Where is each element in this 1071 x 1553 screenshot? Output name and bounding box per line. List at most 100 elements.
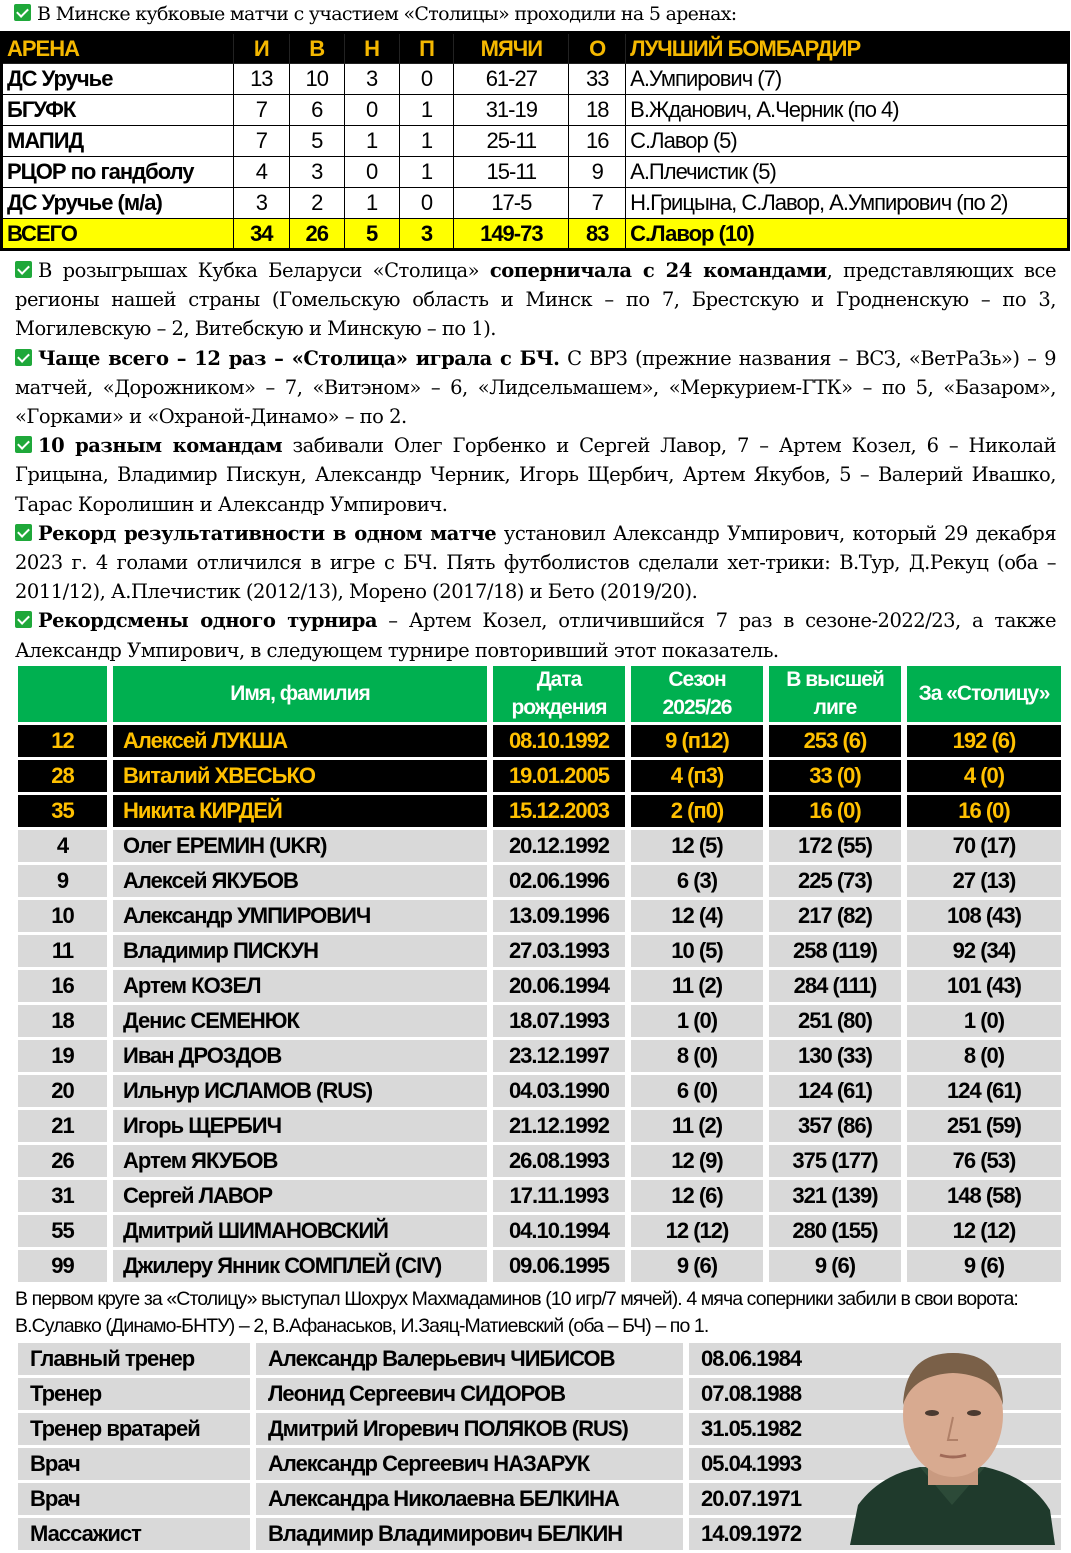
table-cell: 12 (5) [631, 830, 763, 862]
table-cell: 124 (61) [769, 1075, 901, 1107]
table-row: МАПИД 7 5 1 1 25-11 16 С.Лавор (5) [1, 125, 1069, 157]
check-icon [14, 4, 31, 21]
header-cell: Дата рождения [493, 666, 625, 722]
table-cell: Артем ЯКУБОВ [113, 1145, 487, 1177]
check-icon [15, 611, 32, 629]
table-cell: 17-5 [453, 187, 570, 219]
table-cell: 172 (55) [769, 830, 901, 862]
table-cell: 23.12.1997 [493, 1040, 625, 1072]
table-cell: 1 [343, 125, 400, 157]
table-cell: 6 (3) [631, 865, 763, 897]
table-cell: 3 [288, 156, 345, 188]
header-cell: В высшей лиге [769, 666, 901, 722]
staff-cell: Дмитрий Игоревич ПОЛЯКОВ (RUS) [256, 1413, 683, 1445]
table-cell: В.Жданович, А.Черник (по 4) [625, 94, 1069, 126]
table-row: БГУФК 7 6 0 1 31-19 18 В.Жданович, А.Черник (по… [1, 94, 1069, 126]
player-row: 19 Иван ДРОЗДОВ 23.12.1997 8 (0) 130 (33) 8 (… [18, 1040, 1061, 1072]
table-cell: 2 [288, 187, 345, 219]
table-cell: 31-19 [453, 94, 570, 126]
table-cell: 7 [232, 94, 290, 126]
table-cell: 101 (43) [907, 970, 1061, 1002]
staff-cell: 08.06.1984 [689, 1343, 1061, 1375]
table-cell: 4 [18, 830, 107, 862]
table-cell: 15.12.2003 [493, 795, 625, 827]
table-cell: 148 (58) [907, 1180, 1061, 1212]
staff-cell: Александр Валерьевич ЧИБИСОВ [256, 1343, 683, 1375]
table-cell: 375 (177) [769, 1145, 901, 1177]
coach-photo [850, 1353, 1055, 1545]
table-cell: 25-11 [453, 125, 570, 157]
table-cell: 9 (6) [907, 1250, 1061, 1282]
check-icon [15, 436, 32, 454]
table-cell: 0 [343, 156, 400, 188]
staff-cell: Главный тренер [18, 1343, 250, 1375]
check-icon [15, 261, 32, 278]
table-row: РЦОР по гандболу 4 3 0 1 15-11 9 А.Плечистик (5… [1, 156, 1069, 188]
player-row: 99 Джилеру Янник СОМПЛЕЙ (CIV) 09.06.1995 9… [18, 1250, 1061, 1282]
table-cell: 4 (0) [907, 760, 1061, 792]
table-cell: 6 [288, 94, 345, 126]
table-cell: 27.03.1993 [493, 935, 625, 967]
captain-row: 35 Никита КИРДЕЙ 15.12.2003 2 (п0) 16 (0) 16 … [18, 795, 1061, 827]
table-cell: 12 (12) [907, 1215, 1061, 1247]
table-cell: Александр УМПИРОВИЧ [113, 900, 487, 932]
header-cell: П [398, 32, 455, 64]
table-cell: 253 (6) [769, 725, 901, 757]
paragraph-pre: В розыгрышах Кубка Беларуси «Столица» [38, 259, 490, 282]
total-cell: 34 [232, 218, 290, 250]
paragraph-post: забивали Олег Горбенко и Сергей Лавор, 7… [15, 434, 1057, 516]
paragraph-bold: 10 разным командам [38, 434, 283, 458]
table-cell: 99 [18, 1250, 107, 1282]
player-row: 31 Сергей ЛАВОР 17.11.1993 12 (6) 321 (139) 1… [18, 1180, 1061, 1212]
total-cell: 5 [343, 218, 400, 250]
table-cell: 16 (0) [769, 795, 901, 827]
table-cell: Игорь ЩЕРБИЧ [113, 1110, 487, 1142]
header-cell: Сезон 2025/26 [631, 666, 763, 722]
table-cell: 15-11 [453, 156, 570, 188]
table-cell: 217 (82) [769, 900, 901, 932]
table-cell: 1 (0) [631, 1005, 763, 1037]
table-cell: 225 (73) [769, 865, 901, 897]
table-cell: 28 [18, 760, 107, 792]
fact-paragraph: 10 разным командам забивали Олег Горбенк… [15, 431, 1057, 519]
table-cell: 7 [568, 187, 627, 219]
header-cell: МЯЧИ [453, 32, 570, 64]
table-cell: Владимир ПИСКУН [113, 935, 487, 967]
table-cell: 11 [18, 935, 107, 967]
table-cell: С.Лавор (5) [625, 125, 1069, 157]
paragraph-bold: Рекорд результативности в одном матче [38, 521, 497, 545]
player-row: 21 Игорь ЩЕРБИЧ 21.12.1992 11 (2) 357 (86) 25… [18, 1110, 1061, 1142]
fact-paragraph: Рекорд результативности в одном матче ус… [15, 519, 1057, 607]
arena-table: АРЕНА И В Н П МЯЧИ О ЛУЧШИЙ БОМБАРДИР ДС Уручье 1… [0, 31, 1070, 251]
table-cell: 9 [18, 865, 107, 897]
table-cell: 33 [568, 63, 627, 95]
table-cell: Алексей ЛУКША [113, 725, 487, 757]
header-cell: Имя, фамилия [113, 666, 487, 722]
table-cell: 26.08.1993 [493, 1145, 625, 1177]
header-cell: АРЕНА [1, 32, 234, 64]
table-cell: Ильнур ИСЛАМОВ (RUS) [113, 1075, 487, 1107]
paragraph-post: установил Александр Умпирович, который 2… [15, 521, 1057, 604]
table-cell: 124 (61) [907, 1075, 1061, 1107]
header-cell: И [232, 32, 290, 64]
total-cell: ВСЕГО [1, 218, 234, 250]
table-cell: Н.Грицына, С.Лавор, А.Умпирович (по 2) [625, 187, 1069, 219]
table-cell: 0 [398, 187, 455, 219]
table-cell: Дмитрий ШИМАНОВСКИЙ [113, 1215, 487, 1247]
table-cell: 0 [343, 94, 400, 126]
table-cell: 12 (4) [631, 900, 763, 932]
player-row: 11 Владимир ПИСКУН 27.03.1993 10 (5) 258 (11… [18, 935, 1061, 967]
table-cell: 5 [288, 125, 345, 157]
table-cell: Алексей ЯКУБОВ [113, 865, 487, 897]
table-cell: 70 (17) [907, 830, 1061, 862]
table-cell: 3 [343, 63, 400, 95]
table-cell: 61-27 [453, 63, 570, 95]
table-cell: 11 (2) [631, 970, 763, 1002]
table-cell: 11 (2) [631, 1110, 763, 1142]
total-cell: 149-73 [453, 218, 570, 250]
total-cell: С.Лавор (10) [625, 218, 1069, 250]
table-cell: Иван ДРОЗДОВ [113, 1040, 487, 1072]
table-cell: 18.07.1993 [493, 1005, 625, 1037]
table-cell: 4 (п3) [631, 760, 763, 792]
table-cell: БГУФК [1, 94, 234, 126]
